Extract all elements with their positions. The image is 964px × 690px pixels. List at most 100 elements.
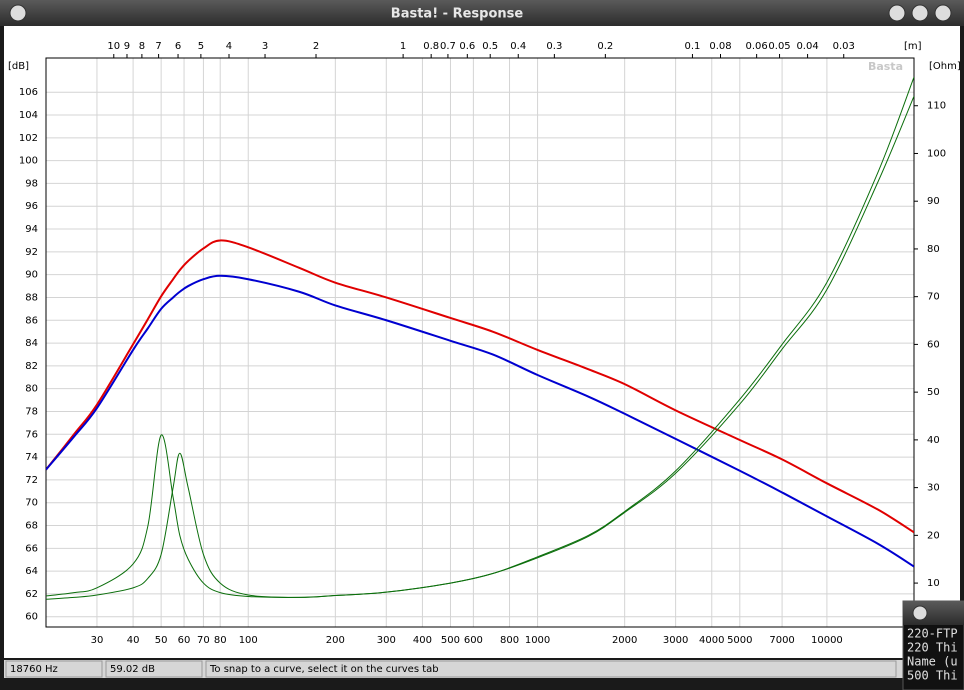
x-tick-label: 2000 — [612, 635, 637, 646]
status-cell — [105, 660, 203, 678]
x2-tick-label: 0.6 — [459, 41, 475, 52]
window-menu-button[interactable] — [9, 4, 27, 22]
y2-tick-label: 60 — [927, 339, 940, 350]
y-tick-label: 98 — [25, 178, 38, 189]
x2-tick-label: 0.03 — [833, 41, 855, 52]
popup-line: 500 Thi — [907, 669, 958, 683]
popup-line: 220 Thi — [907, 641, 958, 655]
y2-tick-label: 110 — [927, 101, 946, 112]
y-tick-label: 96 — [25, 201, 38, 212]
x2-tick-label: 5 — [198, 41, 204, 52]
y2-tick-label: 70 — [927, 292, 940, 303]
x2-tick-label: 1 — [400, 41, 406, 52]
y-tick-label: 78 — [25, 406, 38, 417]
x-tick-label: 200 — [326, 635, 345, 646]
y-tick-label: 92 — [25, 247, 38, 258]
x2-tick-label: 0.06 — [746, 41, 768, 52]
x2-tick-label: 0.4 — [510, 41, 526, 52]
x-tick-label: 5000 — [727, 635, 752, 646]
y2-axis-label: [Ohm] — [929, 61, 961, 72]
title-bar — [0, 0, 964, 26]
x-tick-label: 400 — [413, 635, 432, 646]
status-frequency: 18760 Hz — [10, 664, 58, 675]
x2-tick-label: 0.3 — [546, 41, 562, 52]
close-button[interactable] — [934, 4, 952, 22]
y-tick-label: 60 — [25, 612, 38, 623]
x2-tick-label: 0.8 — [423, 41, 439, 52]
y-tick-label: 72 — [25, 475, 38, 486]
y2-tick-label: 100 — [927, 148, 946, 159]
y-tick-label: 94 — [25, 224, 38, 235]
x-tick-label: 500 — [441, 635, 460, 646]
window-title: Basta! - Response — [391, 7, 524, 22]
x2-tick-label: 0.05 — [768, 41, 790, 52]
x2-tick-label: 10 — [107, 41, 120, 52]
y-tick-label: 104 — [19, 110, 38, 121]
x2-tick-label: 6 — [175, 41, 181, 52]
x2-tick-label: 4 — [226, 41, 232, 52]
y-tick-label: 88 — [25, 292, 38, 303]
popup-line: 220-FTP — [907, 627, 958, 641]
y2-tick-label: 50 — [927, 387, 940, 398]
y-tick-label: 106 — [19, 87, 38, 98]
x2-tick-label: 0.04 — [796, 41, 818, 52]
chart-panel — [4, 26, 960, 658]
y-tick-label: 64 — [25, 566, 38, 577]
minimize-button[interactable] — [888, 4, 906, 22]
x2-tick-label: 2 — [313, 41, 319, 52]
y-tick-label: 66 — [25, 543, 38, 554]
y-tick-label: 76 — [25, 429, 38, 440]
x2-axis-label: [m] — [904, 41, 922, 52]
popup-menu-button[interactable] — [912, 605, 928, 621]
y-tick-label: 90 — [25, 270, 38, 281]
y-tick-label: 86 — [25, 315, 38, 326]
x-tick-label: 70 — [197, 635, 210, 646]
maximize-button[interactable] — [911, 4, 929, 22]
status-cell — [205, 660, 897, 678]
curve — [46, 274, 914, 568]
x-tick-label: 30 — [91, 635, 104, 646]
y2-tick-label: 90 — [927, 196, 940, 207]
y-tick-label: 102 — [19, 133, 38, 144]
plot-frame — [45, 57, 915, 628]
x-tick-label: 10000 — [811, 635, 843, 646]
y-axis-label: [dB] — [8, 61, 29, 72]
y-tick-label: 70 — [25, 498, 38, 509]
y-tick-label: 68 — [25, 521, 38, 532]
x-tick-label: 40 — [127, 635, 140, 646]
curve — [46, 95, 914, 600]
x-tick-label: 50 — [155, 635, 168, 646]
y-tick-label: 80 — [25, 384, 38, 395]
x2-tick-label: 0.08 — [709, 41, 731, 52]
y-tick-label: 74 — [25, 452, 38, 463]
x2-tick-label: 0.2 — [597, 41, 613, 52]
x-tick-label: 300 — [377, 635, 396, 646]
y-tick-label: 82 — [25, 361, 38, 372]
status-cell — [5, 660, 103, 678]
y2-tick-label: 30 — [927, 483, 940, 494]
x-tick-label: 7000 — [769, 635, 794, 646]
x-tick-label: 1000 — [525, 635, 550, 646]
x-tick-label: 60 — [178, 635, 191, 646]
grid — [46, 58, 914, 627]
x2-tick-label: 9 — [124, 41, 130, 52]
y-tick-label: 84 — [25, 338, 38, 349]
y-tick-label: 62 — [25, 589, 38, 600]
status-hint: To snap to a curve, select it on the cur… — [209, 664, 439, 675]
popup-line: Name (u — [907, 655, 958, 669]
x-tick-label: 4000 — [699, 635, 724, 646]
watermark: Basta — [868, 60, 903, 73]
x-tick-label: 80 — [214, 635, 227, 646]
x2-tick-label: 0.7 — [440, 41, 456, 52]
x2-tick-label: 8 — [139, 41, 145, 52]
x2-tick-label: 0.1 — [684, 41, 700, 52]
y2-tick-label: 80 — [927, 244, 940, 255]
x2-tick-label: 3 — [262, 41, 268, 52]
y-tick-label: 100 — [19, 156, 38, 167]
y2-tick-label: 40 — [927, 435, 940, 446]
x-tick-label: 800 — [500, 635, 519, 646]
popup-title-bar — [903, 601, 964, 625]
x-tick-label: 3000 — [663, 635, 688, 646]
